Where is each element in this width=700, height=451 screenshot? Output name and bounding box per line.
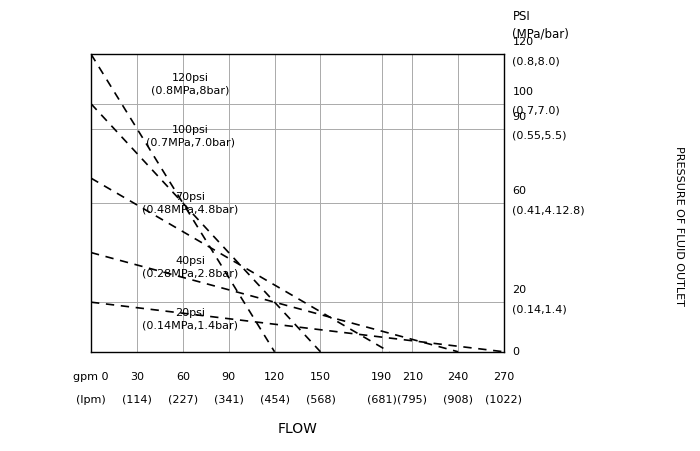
Text: 60: 60 (176, 372, 190, 382)
Text: 100: 100 (512, 87, 533, 97)
Text: 40psi
(0.28MPa,2.8bar): 40psi (0.28MPa,2.8bar) (142, 256, 239, 279)
Text: 0: 0 (512, 347, 519, 357)
Text: PSI: PSI (512, 9, 530, 23)
Text: gpm 0: gpm 0 (74, 372, 108, 382)
Text: 210: 210 (402, 372, 423, 382)
Text: (0.7,7.0): (0.7,7.0) (512, 106, 560, 116)
Text: (lpm): (lpm) (76, 395, 106, 405)
Text: (568): (568) (305, 395, 335, 405)
Text: (454): (454) (260, 395, 290, 405)
Text: (681): (681) (367, 395, 397, 405)
Text: 60: 60 (512, 186, 526, 196)
Text: 120: 120 (512, 37, 533, 47)
Text: (114): (114) (122, 395, 152, 405)
Text: (1022): (1022) (486, 395, 522, 405)
Text: 90: 90 (512, 112, 526, 122)
Text: 70psi
(0.48MPa,4.8bar): 70psi (0.48MPa,4.8bar) (142, 192, 239, 214)
Text: FLOW: FLOW (278, 422, 317, 436)
Text: (227): (227) (168, 395, 198, 405)
Text: PRESSURE OF FLUID OUTLET: PRESSURE OF FLUID OUTLET (674, 146, 684, 305)
Text: 190: 190 (371, 372, 392, 382)
Text: (0.8,8.0): (0.8,8.0) (512, 56, 560, 66)
Text: (0.41,4.12.8): (0.41,4.12.8) (512, 205, 585, 215)
Text: (341): (341) (214, 395, 244, 405)
Text: (0.55,5.5): (0.55,5.5) (512, 131, 567, 141)
Text: (MPa/bar): (MPa/bar) (512, 28, 569, 41)
Text: 150: 150 (310, 372, 331, 382)
Text: 120: 120 (264, 372, 285, 382)
Text: 270: 270 (494, 372, 514, 382)
Text: 120psi
(0.8MPa,8bar): 120psi (0.8MPa,8bar) (151, 73, 230, 95)
Text: 100psi
(0.7MPa,7.0bar): 100psi (0.7MPa,7.0bar) (146, 125, 235, 147)
Text: 240: 240 (447, 372, 469, 382)
Text: (908): (908) (443, 395, 473, 405)
Text: (0.14,1.4): (0.14,1.4) (512, 304, 567, 314)
Text: 20psi
(0.14MPa,1.4bar): 20psi (0.14MPa,1.4bar) (142, 308, 239, 331)
Text: (795): (795) (397, 395, 427, 405)
Text: 20: 20 (512, 285, 526, 295)
Text: 90: 90 (222, 372, 236, 382)
Text: 30: 30 (130, 372, 144, 382)
